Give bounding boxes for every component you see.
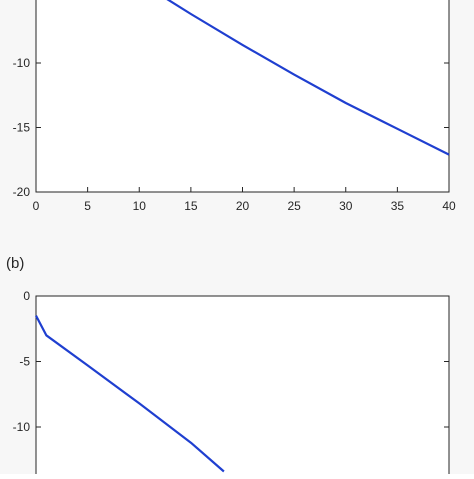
panel-b-chart: -10 -5 0: [13, 289, 450, 479]
panel-a-plot-area: [35, 0, 450, 193]
x-tick-label: 25: [287, 199, 301, 213]
y-tick-label: -10: [13, 56, 31, 70]
x-tick-label: 20: [236, 199, 250, 213]
x-tick-label: 0: [33, 199, 40, 213]
panel-a-chart: -20 -15 -10 0 5 10 15 20 25 30 35 40: [13, 0, 456, 213]
series-line-1: [35, 315, 225, 473]
y-tick-label: -20: [13, 185, 31, 199]
x-tick-label: 30: [339, 199, 353, 213]
x-tick-label: 10: [133, 199, 147, 213]
x-tick-label: 35: [391, 199, 405, 213]
y-tick-label: -15: [13, 121, 31, 135]
series-line-1: [166, 0, 450, 156]
y-tick-label: -5: [19, 355, 30, 369]
x-tick-label: 15: [184, 199, 198, 213]
y-tick-label: -10: [13, 420, 31, 434]
panel-b-label: (b): [6, 255, 24, 272]
x-tick-label: 5: [84, 199, 91, 213]
panel-b-plot-area: [35, 295, 450, 479]
x-tick-label: 40: [442, 199, 456, 213]
y-tick-label: 0: [23, 289, 30, 303]
